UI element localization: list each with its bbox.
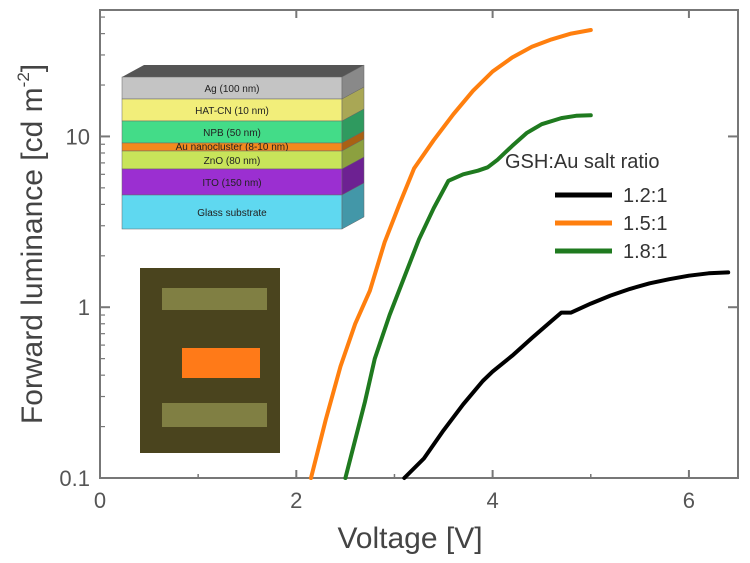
y-axis-title-close: ]	[16, 64, 49, 72]
stack-layer-label: HAT-CN (10 nm)	[195, 106, 269, 117]
x-tick-label: 2	[290, 488, 302, 513]
x-tick-label: 0	[94, 488, 106, 513]
device-photo-inset	[140, 268, 280, 453]
stack-layer-label: ITO (150 nm)	[202, 178, 261, 189]
device-stack-layers: Ag (100 nm) HAT-CN (10 nm) NPB (50 nm) Au n…	[121, 64, 365, 230]
legend-label-1-2: 1.2:1	[623, 185, 667, 207]
stack-layer-label: Au nanocluster (8-10 nm)	[176, 142, 289, 153]
stack-layer-side	[341, 182, 365, 230]
stack-top-face	[122, 65, 364, 77]
series-lines	[309, 28, 731, 480]
legend: GSH:Au salt ratio 1.2:1 1.5:1 1.8:1	[505, 151, 667, 263]
stack-layer-label: NPB (50 nm)	[203, 128, 261, 139]
y-axis-title-group: Forward luminance [cd m-2]	[14, 64, 49, 424]
y-tick-label: 0.1	[59, 466, 90, 491]
stack-layer-label: Ag (100 nm)	[204, 84, 259, 95]
y-tick-label: 10	[66, 124, 90, 149]
photo-electrode-bottom	[162, 403, 267, 427]
x-tick-label: 6	[683, 488, 695, 513]
plot-frame	[99, 9, 739, 479]
y-axis-title-superscript: -2	[14, 72, 33, 87]
stack-layer-label: ZnO (80 nm)	[204, 156, 261, 167]
x-axis-title: Voltage [V]	[337, 522, 482, 555]
axis-ticks	[99, 10, 738, 479]
stack-layer-label: Glass substrate	[197, 208, 267, 219]
y-tick-label: 1	[78, 295, 90, 320]
x-tick-label: 4	[486, 488, 498, 513]
device-stack-inset: Ag (100 nm) HAT-CN (10 nm) NPB (50 nm) Au n…	[121, 64, 365, 230]
legend-title: GSH:Au salt ratio	[505, 151, 660, 173]
tick-labels: 0 2 4 6 0.1 1 10	[59, 124, 695, 513]
photo-electrode-top	[162, 288, 267, 310]
series-line-1-5-1	[309, 28, 593, 480]
legend-label-1-8: 1.8:1	[623, 241, 667, 263]
series-line-1-2-1	[402, 270, 731, 480]
series-line-1-8-1	[343, 113, 593, 480]
y-axis-title: Forward luminance [cd m	[16, 87, 49, 424]
stack-layer-front	[121, 194, 343, 230]
legend-label-1-5: 1.5:1	[623, 213, 667, 235]
photo-lit-pixel	[182, 348, 260, 378]
svg-text:Forward luminance [cd m-2]: Forward luminance [cd m-2]	[14, 64, 49, 424]
stack-layer-front	[121, 168, 343, 196]
